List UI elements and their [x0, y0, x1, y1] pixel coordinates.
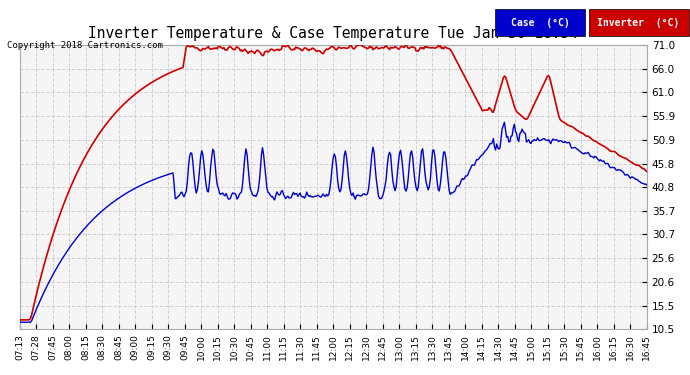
- Text: Case  (°C): Case (°C): [511, 18, 570, 27]
- Text: Inverter  (°C): Inverter (°C): [598, 18, 680, 27]
- Title: Inverter Temperature & Case Temperature Tue Jan 30 16:54: Inverter Temperature & Case Temperature …: [88, 26, 578, 41]
- Text: Copyright 2018 Cartronics.com: Copyright 2018 Cartronics.com: [7, 41, 163, 50]
